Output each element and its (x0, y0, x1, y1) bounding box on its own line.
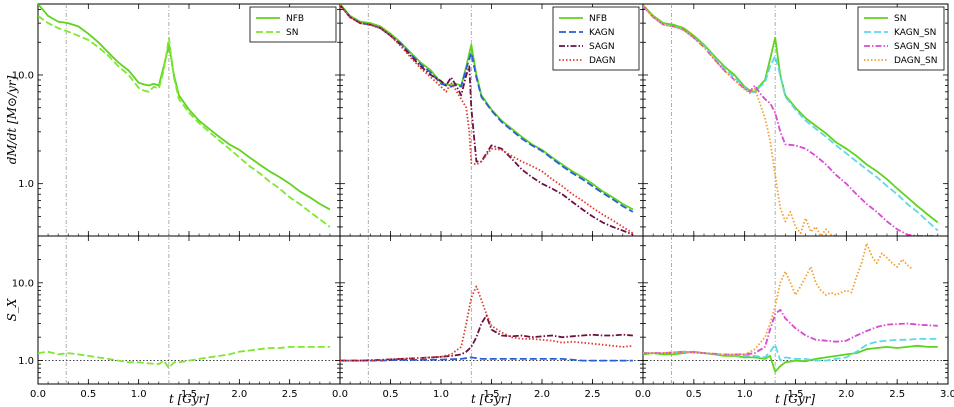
x-tick-label: 2.0 (534, 389, 550, 400)
plot-area (340, 236, 643, 384)
x-tick-label: 0.0 (635, 389, 651, 400)
series-line-sagn-sn (643, 5, 938, 236)
x-tick-label: 1.0 (737, 389, 753, 400)
axes-frame (339, 235, 644, 385)
axes-frame (642, 235, 949, 385)
y-tick-label: 1.0 (18, 179, 34, 190)
legend-label: SAGN_SN (894, 42, 937, 52)
legend-label: NFB (589, 14, 607, 24)
panel-top-right: SN KAGN_SN SAGN_SN DAGN_SN (642, 3, 949, 237)
plot-area (340, 4, 634, 236)
series-line-nfb (340, 4, 634, 211)
plot-area (643, 4, 939, 236)
x-axis-label-middle: t [Gyr] (471, 392, 511, 406)
plot-area (38, 236, 340, 384)
x-tick-label: 1.0 (433, 389, 449, 400)
x-tick-label: 2.0 (231, 389, 247, 400)
x-axis-label-left: t [Gyr] (169, 392, 209, 406)
x-tick-label: 2.5 (889, 389, 905, 400)
x-tick-label: 2.5 (585, 389, 601, 400)
x-tick-label: 0.0 (332, 389, 348, 400)
x-tick-label: 1.5 (788, 389, 804, 400)
y-tick-label: 10.0 (12, 70, 34, 81)
panel-top-left: 1.0 10.0 NFB SN (12, 3, 341, 237)
x-tick-label: 0.5 (383, 389, 399, 400)
y-axis-label-top: dM/dt [M⊙/yr] (5, 75, 19, 164)
panel-bottom-left: 0.0 0.5 1.0 1.5 2.0 2.5 1.0 10.0 (12, 235, 341, 400)
x-tick-label: 1.5 (484, 389, 500, 400)
legend-label: KAGN (589, 28, 614, 38)
series-line-kagn-sn (643, 337, 938, 362)
legend-label: DAGN_SN (894, 56, 937, 66)
series-line-sn (38, 345, 330, 370)
panel-top-middle: NFB KAGN SAGN DAGN (339, 3, 644, 237)
x-tick-label: 0.0 (30, 389, 46, 400)
series-line-sagn (340, 314, 633, 362)
x-tick-label: 2.5 (282, 389, 298, 400)
x-tick-label: 3.0 (940, 389, 954, 400)
series-line-dagn-sn (643, 5, 837, 236)
y-axis-label-bottom: S_X (5, 298, 19, 321)
plot-area (643, 236, 948, 384)
y-tick-label: 1.0 (18, 356, 34, 367)
series-line-sn (643, 4, 939, 224)
axes-frame (37, 235, 341, 385)
x-tick-label: 2.0 (838, 389, 854, 400)
series-line-dagn-sn (643, 242, 913, 356)
x-tick-label: 0.5 (80, 389, 96, 400)
x-tick-label: 0.5 (686, 389, 702, 400)
series-line-sagn (340, 4, 634, 236)
legend-label: DAGN (589, 56, 615, 66)
legend-box (249, 6, 337, 43)
panel-bottom-middle: 0.0 0.5 1.0 1.5 2.0 2.5 (332, 235, 644, 400)
legend-label: KAGN_SN (894, 28, 936, 38)
series-line-kagn (340, 4, 634, 213)
series-line-sn (38, 15, 331, 228)
plot-area (38, 4, 331, 236)
panel-bottom-right: 0.0 0.5 1.0 1.5 2.0 2.5 3.0 (635, 235, 954, 400)
x-tick-label: 1.5 (181, 389, 197, 400)
legend-label: SN (894, 14, 906, 24)
legend-label: SN (286, 28, 298, 38)
x-tick-label: 1.0 (131, 389, 147, 400)
y-tick-label: 10.0 (12, 278, 34, 289)
legend-label: NFB (286, 14, 304, 24)
x-axis-label-right: t [Gyr] (775, 392, 815, 406)
series-line-dagn (340, 4, 634, 234)
legend-label: SAGN (589, 42, 615, 52)
series-line-dagn (340, 285, 633, 362)
